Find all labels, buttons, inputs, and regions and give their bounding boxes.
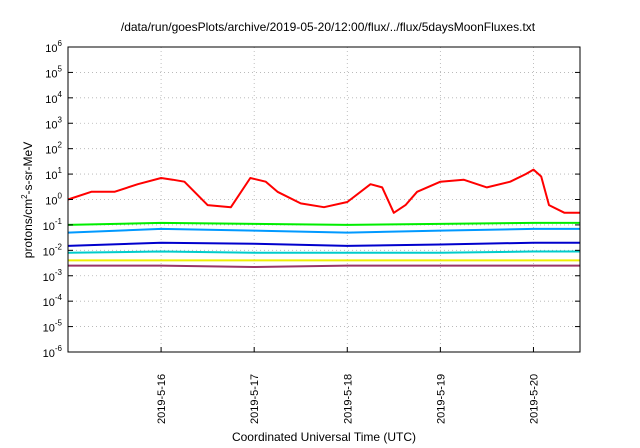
y-tick-label: 10-3 [43, 268, 63, 284]
x-tick-label: 2019-5-16 [156, 374, 168, 424]
x-axis-label: Coordinated Universal Time (UTC) [232, 430, 416, 444]
y-tick-label: 10-1 [43, 217, 63, 233]
series-layer [67, 168, 580, 268]
y-tick-label: 10-2 [43, 242, 63, 258]
y-tick-label: 105 [45, 64, 62, 80]
series-line-7 [68, 264, 580, 268]
y-tick-label: 10-6 [43, 344, 63, 360]
series-line-4 [67, 241, 580, 247]
y-tick-label: 10-5 [43, 319, 63, 335]
y-tick-label: 104 [45, 90, 62, 106]
x-tick-layer: 2019-5-16 2019-5-17 2019-5-18 2019-5-19 2019… [156, 347, 540, 424]
y-tick-label: 106 [45, 39, 62, 55]
series-line-3 [67, 227, 580, 234]
y-tick-label: 100 [45, 192, 62, 208]
x-tick-label: 2019-5-20 [528, 374, 540, 424]
series-line-1 [67, 168, 580, 214]
y-tick-label: 101 [45, 166, 62, 182]
y-tick-label: 102 [45, 141, 62, 157]
series-line-5 [67, 250, 580, 254]
y-axis-label-suffix: -s-sr-MeV [21, 142, 35, 195]
y-axis-label-prefix: protons/cm [21, 199, 35, 258]
y-tick-label: 103 [45, 115, 62, 131]
x-tick-label: 2019-5-19 [435, 374, 447, 424]
x-tick-label: 2019-5-17 [249, 374, 261, 424]
y-axis-label-superscript: 2 [20, 194, 29, 199]
series-line-2 [67, 221, 580, 226]
chart-title: /data/run/goesPlots/archive/2019-05-20/1… [121, 20, 536, 34]
x-tick-label: 2019-5-18 [342, 374, 354, 424]
grid-layer [68, 47, 580, 352]
y-tick-label: 10-4 [43, 293, 63, 309]
y-axis-label: protons/cm2-s-sr-MeV [20, 142, 35, 258]
y-tick-layer: 10-6 10-5 10-4 10-3 10-2 10-1 100 101 102 103 104 1… [43, 39, 580, 360]
